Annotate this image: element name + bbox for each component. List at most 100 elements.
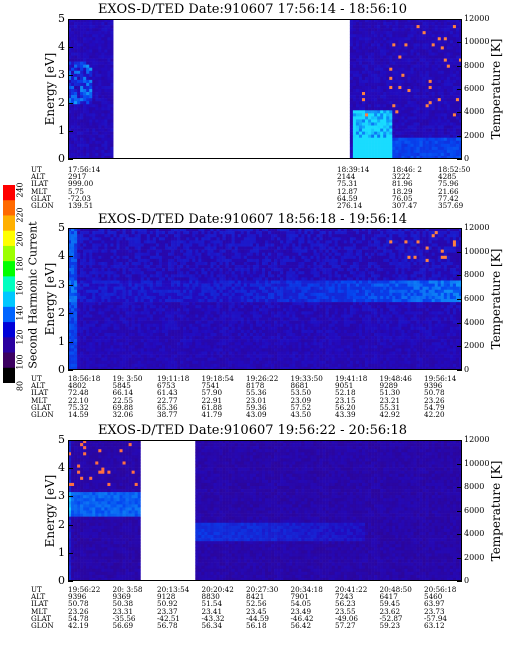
- heatmap-cell: [225, 113, 229, 117]
- heatmap-cell: [192, 61, 196, 65]
- heatmap-cell: [346, 134, 351, 138]
- heatmap-cell: [337, 89, 342, 93]
- heatmap-cell: [289, 25, 293, 29]
- heatmap-cell: [168, 122, 172, 126]
- heatmap-cell: [198, 37, 202, 41]
- heatmap-cell: [301, 34, 305, 38]
- heatmap-cell: [86, 122, 90, 126]
- heatmap-cell: [346, 98, 351, 102]
- heatmap-cell: [283, 70, 287, 75]
- heatmap-cell: [158, 52, 163, 56]
- heatmap-cell: [174, 55, 178, 59]
- heatmap-cell: [340, 34, 345, 38]
- heatmap-cell: [222, 31, 226, 35]
- heatmap-cell: [231, 125, 235, 129]
- heatmap-cell: [80, 43, 84, 47]
- heatmap-cell: [316, 73, 320, 78]
- heatmap-cell: [283, 19, 287, 23]
- heatmap-cell: [368, 143, 372, 148]
- heatmap-cell: [322, 128, 326, 132]
- heatmap-cell: [131, 22, 135, 26]
- heatmap-cell: [83, 143, 87, 148]
- heatmap-cell: [231, 140, 235, 145]
- heatmap-cell: [107, 55, 111, 59]
- heatmap-cell: [219, 95, 223, 99]
- heatmap-cell: [177, 55, 181, 59]
- heatmap-cell: [358, 98, 363, 102]
- heatmap-cell: [158, 25, 163, 29]
- heatmap-cell: [301, 155, 305, 159]
- heatmap-cell: [164, 143, 169, 148]
- heatmap-cell: [155, 137, 160, 142]
- heatmap-cell: [186, 76, 190, 81]
- heatmap-cell: [349, 116, 354, 120]
- heatmap-cell: [392, 31, 396, 35]
- heatmap-cell: [365, 70, 369, 75]
- heatmap-cell: [204, 61, 208, 65]
- heatmap-cell: [365, 92, 369, 96]
- heatmap-cell: [155, 125, 160, 129]
- heatmap-cell: [137, 149, 142, 154]
- heatmap-cell: [310, 107, 314, 111]
- heatmap-cell: [361, 92, 366, 96]
- heatmap-cell: [289, 149, 293, 154]
- heatmap-cell: [110, 67, 114, 72]
- heatmap-cell: [119, 146, 123, 151]
- heatmap-cell: [198, 119, 202, 123]
- heatmap-cell: [92, 73, 96, 78]
- heatmap-cell: [280, 67, 284, 72]
- heatmap-cell: [68, 107, 72, 111]
- heatmap-cell: [377, 101, 381, 105]
- heatmap-cell: [213, 152, 217, 157]
- heatmap-cell: [389, 122, 393, 126]
- heatmap-cell: [368, 49, 372, 53]
- heatmap-cell: [101, 89, 105, 93]
- heatmap-cell: [195, 40, 199, 44]
- heatmap-cell: [252, 107, 257, 111]
- heatmap-cell: [258, 49, 263, 53]
- heatmap-cell: [295, 95, 299, 99]
- heatmap-cell: [125, 119, 129, 123]
- heatmap-cell: [380, 85, 384, 90]
- heatmap-cell: [80, 52, 84, 56]
- heatmap-cell: [246, 146, 251, 151]
- heatmap-cell: [177, 64, 181, 68]
- heatmap-cell: [316, 34, 320, 38]
- heatmap-cell: [307, 113, 311, 117]
- heatmap-cell: [146, 155, 151, 159]
- heatmap-cell: [161, 98, 166, 102]
- heatmap-cell: [98, 146, 102, 151]
- heatmap-cell: [125, 134, 129, 138]
- heatmap-cell: [110, 79, 114, 84]
- heatmap-cell: [80, 76, 84, 81]
- heatmap-cell: [349, 128, 354, 132]
- heatmap-cell: [289, 155, 293, 159]
- heatmap-cell: [289, 89, 293, 93]
- heatmap-cell: [180, 122, 184, 126]
- heatmap-cell: [210, 134, 214, 138]
- heatmap-cell: [334, 28, 339, 32]
- heatmap-cell: [164, 107, 169, 111]
- heatmap-cell: [322, 67, 326, 72]
- heatmap-cell: [265, 76, 269, 81]
- heatmap-cell: [304, 49, 308, 53]
- heatmap-cell: [386, 95, 390, 99]
- heatmap-cell: [168, 149, 172, 154]
- heatmap-cell: [310, 95, 314, 99]
- heatmap-cell: [80, 64, 84, 68]
- heatmap-cell: [201, 79, 205, 84]
- heatmap-cell: [95, 143, 99, 148]
- heatmap-cell: [140, 31, 145, 35]
- heatmap-cell: [280, 55, 284, 59]
- heatmap-cell: [219, 76, 223, 81]
- heatmap-cell: [316, 28, 320, 32]
- heatmap-cell: [95, 19, 99, 23]
- heatmap-cell: [255, 79, 260, 84]
- heatmap-cell: [283, 131, 287, 135]
- heatmap-cell: [361, 122, 366, 126]
- heatmap-cell: [180, 61, 184, 65]
- heatmap-cell: [213, 61, 217, 65]
- heatmap-cell: [380, 110, 384, 114]
- heatmap-cell: [204, 113, 208, 117]
- heatmap-cell: [313, 58, 317, 62]
